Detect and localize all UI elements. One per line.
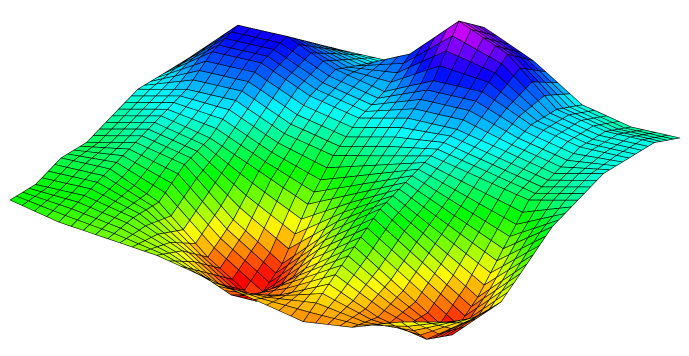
surface-patch — [437, 320, 457, 323]
